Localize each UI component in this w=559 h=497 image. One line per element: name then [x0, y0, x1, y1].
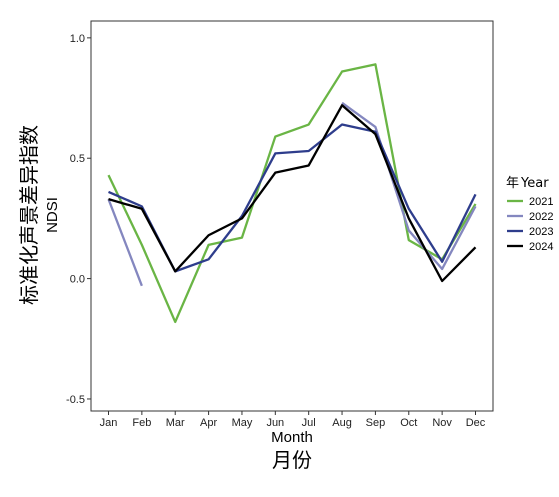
- y-axis-ticks: -0.5 0.0 0.5 1.0: [66, 33, 91, 406]
- plot-panel: [90, 20, 494, 412]
- x-tick-label: Sep: [366, 417, 386, 429]
- legend-items: 2021 2022 2023 2024: [507, 196, 553, 253]
- series-line-2024: [108, 104, 477, 283]
- y-tick-label: -0.5: [66, 394, 85, 406]
- legend-title-en: Year: [520, 176, 549, 191]
- x-tick-label: Dec: [466, 417, 486, 429]
- legend: 年 Year 2021 2022 2023 2024: [506, 176, 553, 253]
- x-tick-label: May: [232, 417, 253, 429]
- legend-label-2021: 2021: [529, 196, 553, 208]
- y-axis-title-cn: 标准化声景差异指数: [17, 125, 41, 305]
- legend-label-2023: 2023: [529, 226, 553, 238]
- x-axis-title-cn: 月份: [272, 448, 312, 472]
- x-tick-label: Mar: [166, 417, 185, 429]
- x-axis-ticks: Jan Feb Mar Apr May Jun Jul Aug Sep Oct Nov Dec: [100, 411, 486, 429]
- y-tick-label: 1.0: [70, 33, 85, 45]
- legend-title-cn: 年: [506, 176, 519, 191]
- x-tick-label: Jul: [302, 417, 316, 429]
- x-tick-label: Feb: [132, 417, 151, 429]
- legend-title: 年 Year: [506, 176, 549, 191]
- y-tick-label: 0.5: [70, 153, 85, 165]
- legend-label-2022: 2022: [529, 211, 553, 223]
- x-tick-label: Jun: [266, 417, 284, 429]
- x-tick-label: Aug: [332, 417, 352, 429]
- x-tick-label: Jan: [100, 417, 118, 429]
- x-tick-label: Apr: [200, 417, 217, 429]
- series-lines: [107, 63, 477, 324]
- x-axis-title: Month: [271, 429, 313, 446]
- series-line-2022: [107, 101, 477, 287]
- x-tick-label: Nov: [432, 417, 452, 429]
- y-axis-title: NDSI: [44, 197, 61, 233]
- y-tick-label: 0.0: [70, 274, 85, 286]
- x-tick-label: Oct: [400, 417, 417, 429]
- series-line-2021: [107, 63, 477, 324]
- legend-label-2024: 2024: [529, 241, 553, 253]
